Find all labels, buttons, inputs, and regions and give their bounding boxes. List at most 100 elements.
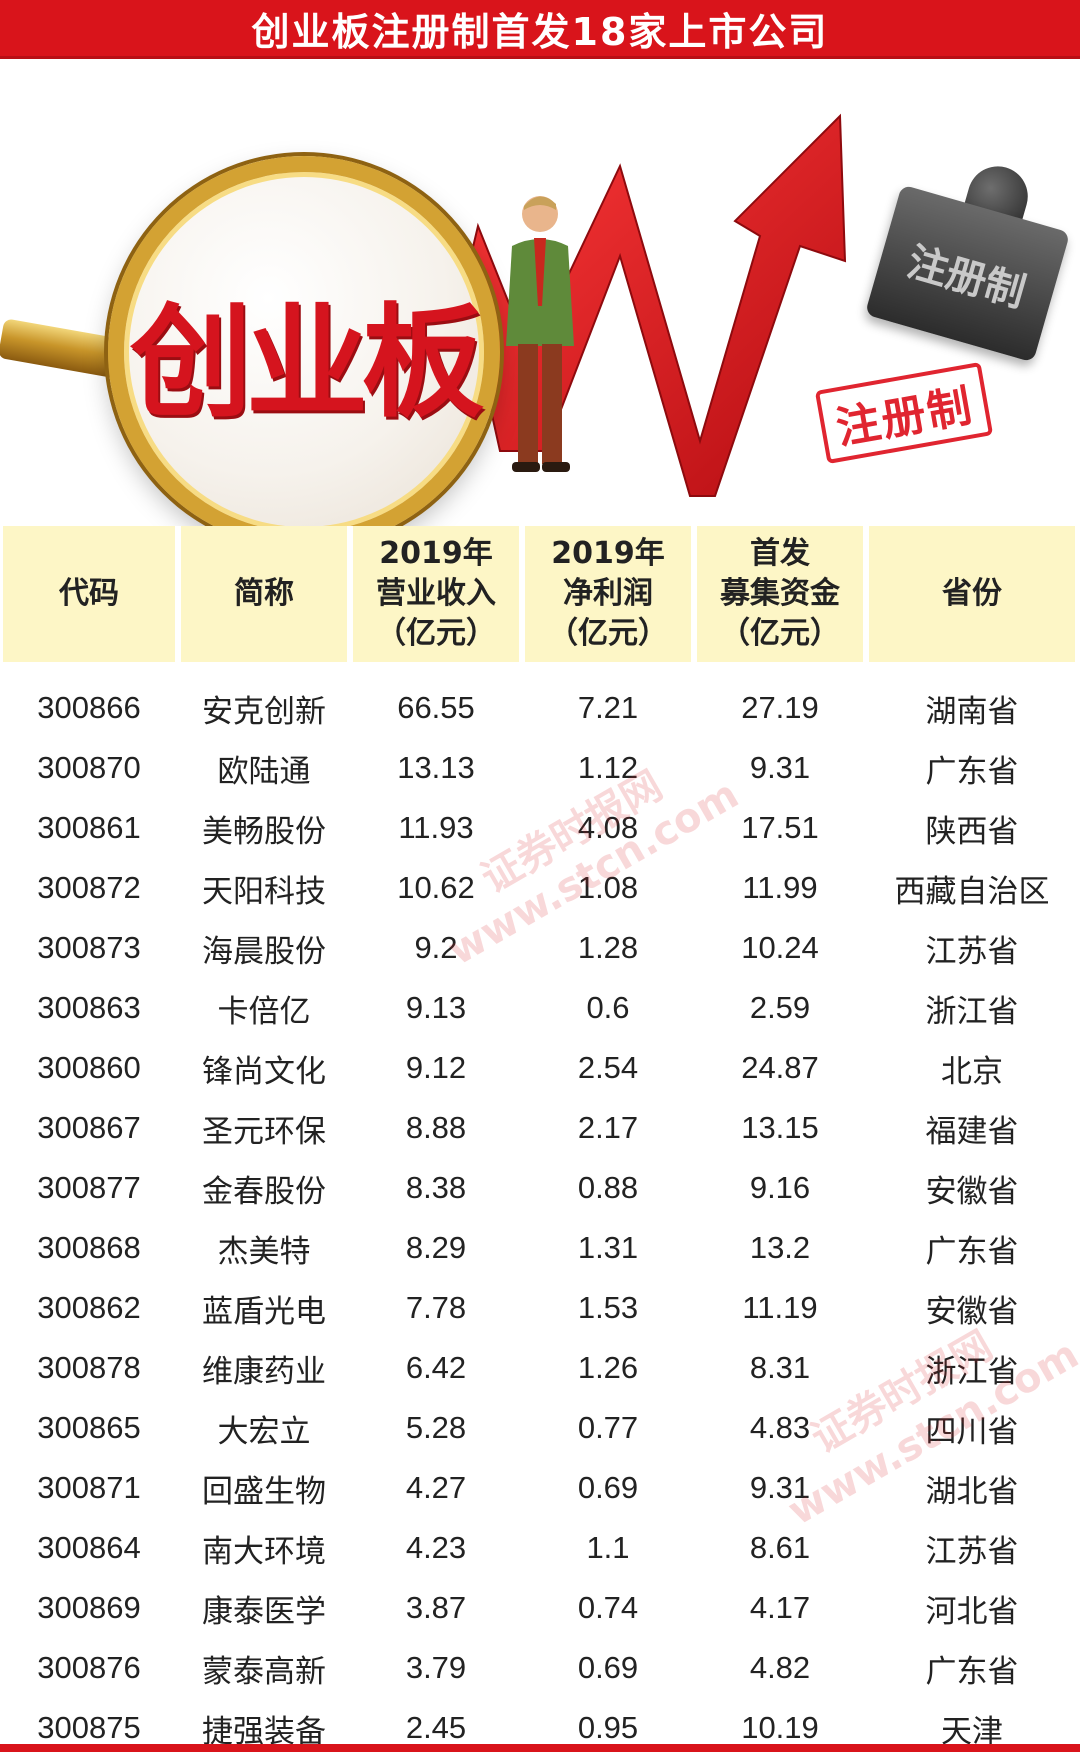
code-cell: 300870 xyxy=(37,750,141,785)
ipo-funds-cell: 9.31 xyxy=(749,750,811,785)
profit-cell: 0.69 xyxy=(577,1470,639,1505)
name-cell: 康泰医学 xyxy=(202,1593,326,1629)
province-cell: 天津 xyxy=(941,1713,1003,1749)
revenue-cell: 2.45 xyxy=(405,1710,467,1745)
province-cell: 广东省 xyxy=(925,753,1019,789)
table-row: 300870 欧陆通 13.13 1.12 9.31 广东省 xyxy=(3,738,1075,798)
profit-cell: 0.74 xyxy=(577,1590,639,1625)
name-cell: 大宏立 xyxy=(217,1413,311,1449)
name-cell: 回盛生物 xyxy=(202,1473,326,1509)
code-cell: 300872 xyxy=(37,870,141,905)
table-row: 300860 锋尚文化 9.12 2.54 24.87 北京 xyxy=(3,1038,1075,1098)
profit-cell: 1.12 xyxy=(577,750,639,785)
name-cell: 捷强装备 xyxy=(202,1713,326,1749)
revenue-cell: 4.23 xyxy=(405,1530,467,1565)
ipo-funds-cell: 11.99 xyxy=(742,870,818,905)
column-header-line: （亿元） xyxy=(376,616,496,651)
table-row: 300863 卡倍亿 9.13 0.6 2.59 浙江省 xyxy=(3,978,1075,1038)
ipo-funds-cell: 13.15 xyxy=(741,1110,819,1145)
code-cell: 300865 xyxy=(37,1410,141,1445)
province-cell: 北京 xyxy=(941,1053,1003,1089)
hero-illustration: 创业板 注册制 注册制 xyxy=(0,56,1080,526)
column-header-line: 简称 xyxy=(234,576,294,611)
column-header: 2019年净利润 （亿元） xyxy=(525,526,691,662)
profit-cell: 1.53 xyxy=(577,1290,639,1325)
revenue-cell: 13.13 xyxy=(397,750,475,785)
profit-cell: 0.77 xyxy=(577,1410,639,1445)
table-row: 300868 杰美特 8.29 1.31 13.2 广东省 xyxy=(3,1218,1075,1278)
ipo-table: 代码 简称 2019年 营业收入 （亿元） 2019年 净利润 （亿元） 首发 募集资金 （亿元） 省… xyxy=(0,526,1080,1758)
province-cell: 江苏省 xyxy=(925,1533,1019,1569)
ipo-funds-cell: 4.83 xyxy=(749,1410,811,1445)
province-cell: 浙江省 xyxy=(925,1353,1019,1389)
table-header-row: 代码 简称 2019年 营业收入 （亿元） 2019年 净利润 （亿元） 首发 募集资金 （亿元） 省… xyxy=(3,526,1075,662)
code-cell: 300875 xyxy=(37,1710,141,1745)
ipo-funds-cell: 9.16 xyxy=(749,1170,811,1205)
name-cell: 蒙泰高新 xyxy=(202,1653,326,1689)
name-cell: 海晨股份 xyxy=(202,933,326,969)
province-cell: 湖南省 xyxy=(925,693,1019,729)
column-header-line: 2019年 xyxy=(551,536,665,571)
province-cell: 湖北省 xyxy=(925,1473,1019,1509)
ipo-funds-cell: 27.19 xyxy=(741,690,819,725)
revenue-cell: 9.2 xyxy=(414,930,458,965)
ipo-funds-cell: 9.31 xyxy=(749,1470,811,1505)
province-cell: 河北省 xyxy=(925,1593,1019,1629)
column-header-line: 净利润 xyxy=(563,576,653,611)
table-row: 300876 蒙泰高新 3.79 0.69 4.82 广东省 xyxy=(3,1638,1075,1698)
name-cell: 杰美特 xyxy=(217,1233,311,1269)
ipo-funds-cell: 17.51 xyxy=(741,810,819,845)
ipo-funds-cell: 2.59 xyxy=(749,990,811,1025)
code-cell: 300869 xyxy=(37,1590,141,1625)
rising-arrow-graphic xyxy=(438,113,847,497)
ipo-funds-cell: 4.17 xyxy=(749,1590,811,1625)
ipo-funds-cell: 8.31 xyxy=(749,1350,811,1385)
magnifying-glass: 创业板 xyxy=(108,156,500,526)
province-cell: 西藏自治区 xyxy=(894,873,1050,909)
table-row: 300864 南大环境 4.23 1.1 8.61 江苏省 xyxy=(3,1518,1075,1578)
ipo-funds-cell: 4.82 xyxy=(749,1650,811,1685)
profit-cell: 0.69 xyxy=(577,1650,639,1685)
column-header-line: （亿元） xyxy=(548,616,668,651)
profit-cell: 2.17 xyxy=(577,1110,639,1145)
province-cell: 安徽省 xyxy=(925,1173,1019,1209)
revenue-cell: 3.79 xyxy=(405,1650,467,1685)
profit-cell: 4.08 xyxy=(577,810,639,845)
code-cell: 300864 xyxy=(37,1530,141,1565)
table-row: 300872 天阳科技 10.62 1.08 11.99 西藏自治区 xyxy=(3,858,1075,918)
revenue-cell: 10.62 xyxy=(397,870,475,905)
ipo-funds-cell: 10.24 xyxy=(741,930,819,965)
bottom-rule xyxy=(0,1744,1080,1752)
revenue-cell: 66.55 xyxy=(397,690,475,725)
table-row: 300862 蓝盾光电 7.78 1.53 11.19 安徽省 xyxy=(3,1278,1075,1338)
profit-cell: 2.54 xyxy=(577,1050,639,1085)
name-cell: 蓝盾光电 xyxy=(202,1293,326,1329)
code-cell: 300863 xyxy=(37,990,141,1025)
ipo-funds-cell: 8.61 xyxy=(749,1530,811,1565)
column-header-line: 省份 xyxy=(942,576,1002,611)
column-header-line: 募集资金 xyxy=(720,576,840,611)
title-banner: 创业板注册制首发18家上市公司 xyxy=(0,0,1080,56)
code-cell: 300868 xyxy=(37,1230,141,1265)
column-header-line: 营业收入 xyxy=(376,576,496,611)
name-cell: 维康药业 xyxy=(202,1353,326,1389)
lens-label: 创业板 xyxy=(130,291,484,434)
revenue-cell: 5.28 xyxy=(405,1410,467,1445)
code-cell: 300867 xyxy=(37,1110,141,1145)
table-row: 300867 圣元环保 8.88 2.17 13.15 福建省 xyxy=(3,1098,1075,1158)
code-cell: 300877 xyxy=(37,1170,141,1205)
column-header: 代码 xyxy=(3,526,175,662)
code-cell: 300871 xyxy=(37,1470,141,1505)
revenue-cell: 6.42 xyxy=(405,1350,467,1385)
table-row: 300865 大宏立 5.28 0.77 4.83 四川省 xyxy=(3,1398,1075,1458)
profit-cell: 1.26 xyxy=(577,1350,639,1385)
businessman-figure xyxy=(506,196,574,472)
table-row: 300877 金春股份 8.38 0.88 9.16 安徽省 xyxy=(3,1158,1075,1218)
name-cell: 安克创新 xyxy=(202,693,326,729)
revenue-cell: 9.13 xyxy=(405,990,467,1025)
column-header: 省份 xyxy=(869,526,1075,662)
profit-cell: 0.88 xyxy=(577,1170,639,1205)
name-cell: 锋尚文化 xyxy=(202,1053,326,1089)
code-cell: 300876 xyxy=(37,1650,141,1685)
name-cell: 欧陆通 xyxy=(217,753,311,789)
